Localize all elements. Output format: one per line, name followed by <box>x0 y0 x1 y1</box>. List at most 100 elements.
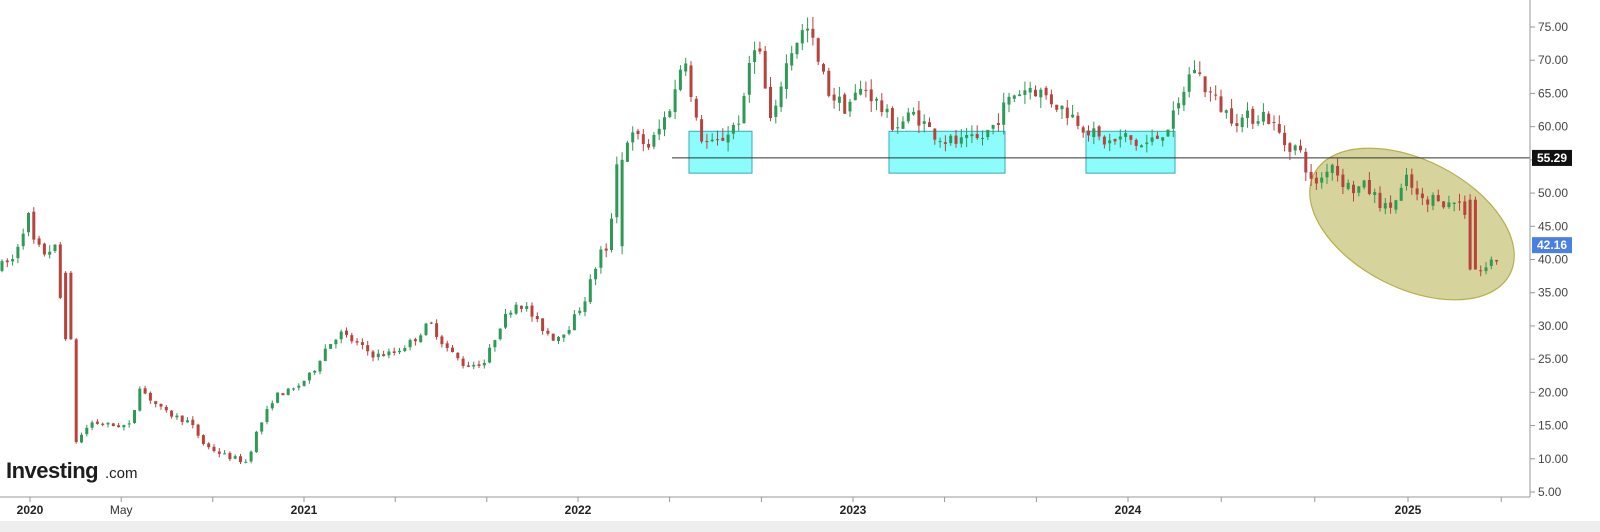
candle-body <box>1166 129 1170 137</box>
candle-body <box>1108 140 1112 144</box>
candle-body <box>180 415 184 422</box>
candle-body <box>673 89 677 113</box>
candle-body <box>292 388 295 390</box>
candle-body <box>1150 137 1154 142</box>
candle-body <box>700 119 704 142</box>
candle-body <box>170 410 174 417</box>
candle-body <box>1383 203 1387 209</box>
candle-body <box>721 137 725 141</box>
candle-body <box>769 86 772 119</box>
candle-body <box>514 304 518 314</box>
candle-body <box>1203 76 1207 93</box>
candle-body <box>917 110 921 126</box>
candle-body <box>615 164 619 218</box>
candle-body <box>1468 199 1472 270</box>
price-badge <box>1532 149 1572 166</box>
candle-body <box>1081 127 1085 133</box>
candle-body <box>530 305 534 317</box>
candle-body <box>1140 145 1143 148</box>
candle-body <box>816 38 820 62</box>
y-tick-label: 70.00 <box>1538 53 1568 67</box>
candle-body <box>1463 201 1467 215</box>
candle-body <box>1012 95 1016 99</box>
candle-body <box>869 89 873 102</box>
candle-body <box>376 353 380 358</box>
candle-body <box>663 117 666 130</box>
candle-body <box>726 134 730 143</box>
candle-body <box>1479 270 1483 272</box>
candle-body <box>345 330 348 335</box>
candle-body <box>1208 91 1212 93</box>
candle-body <box>1288 143 1292 152</box>
candle-body <box>652 134 656 147</box>
candle-body <box>954 135 958 144</box>
candle-body <box>1124 133 1128 137</box>
candle-body <box>270 403 274 409</box>
candle-body <box>509 312 513 315</box>
candle-body <box>641 134 645 145</box>
candle-body <box>1028 88 1032 93</box>
candle-body <box>1193 70 1196 74</box>
candle-body <box>11 259 15 262</box>
x-tick-label: 2022 <box>565 503 592 517</box>
candle-body <box>763 50 767 89</box>
candle-body <box>1420 193 1424 199</box>
investing-logo: Investing .com <box>6 458 138 483</box>
candle-body <box>498 328 502 340</box>
candle-body <box>451 347 454 353</box>
candle-body <box>80 434 83 443</box>
candle-body <box>403 347 407 352</box>
candle-body <box>106 422 110 425</box>
candle-body <box>1293 145 1297 151</box>
candle-body <box>1378 192 1382 209</box>
candle-body <box>1087 130 1090 136</box>
candle-body <box>837 96 841 103</box>
candle-body <box>445 343 449 349</box>
candle-body <box>64 272 68 340</box>
candle-body <box>260 422 264 432</box>
candle-body <box>1341 174 1345 188</box>
candle-body <box>610 218 613 250</box>
candle-body <box>254 431 258 453</box>
candle-body <box>795 43 799 55</box>
y-tick-label: 45.00 <box>1538 219 1568 233</box>
x-tick-label: 2023 <box>840 503 867 517</box>
candle-body <box>1261 111 1265 122</box>
candle-body <box>101 423 105 425</box>
candle-body <box>668 111 672 117</box>
candle-body <box>1155 135 1159 139</box>
candle-body <box>1007 96 1011 105</box>
candle-body <box>48 251 52 255</box>
candle-body <box>806 28 810 31</box>
candle-body <box>901 121 905 129</box>
candle-body <box>1489 259 1493 266</box>
candle-body <box>1171 110 1175 129</box>
candle-body <box>742 96 746 124</box>
candle-body <box>678 69 682 90</box>
candle-body <box>482 363 486 366</box>
candle-body <box>95 421 99 424</box>
candle-body <box>906 112 910 122</box>
candle-body <box>1251 108 1255 124</box>
candle-body <box>1309 171 1313 179</box>
candle-body <box>1410 174 1414 188</box>
candle-body <box>1394 200 1398 210</box>
candle-body <box>117 425 121 428</box>
candle-body <box>1129 135 1133 140</box>
candle-body <box>774 105 778 117</box>
candle-body <box>1299 145 1302 151</box>
candle-body <box>461 358 465 366</box>
candle-body <box>779 86 783 108</box>
candle-body <box>827 70 831 96</box>
bottom-scrollbar-track[interactable] <box>0 521 1600 532</box>
y-tick-label: 35.00 <box>1538 286 1568 300</box>
candle-body <box>567 330 571 334</box>
candle-body <box>588 279 592 303</box>
candle-body <box>1367 180 1371 194</box>
candle-body <box>832 94 836 101</box>
candle-body <box>784 63 788 89</box>
candle-body <box>631 132 635 143</box>
candle-body <box>175 415 179 418</box>
candle-body <box>339 331 343 340</box>
